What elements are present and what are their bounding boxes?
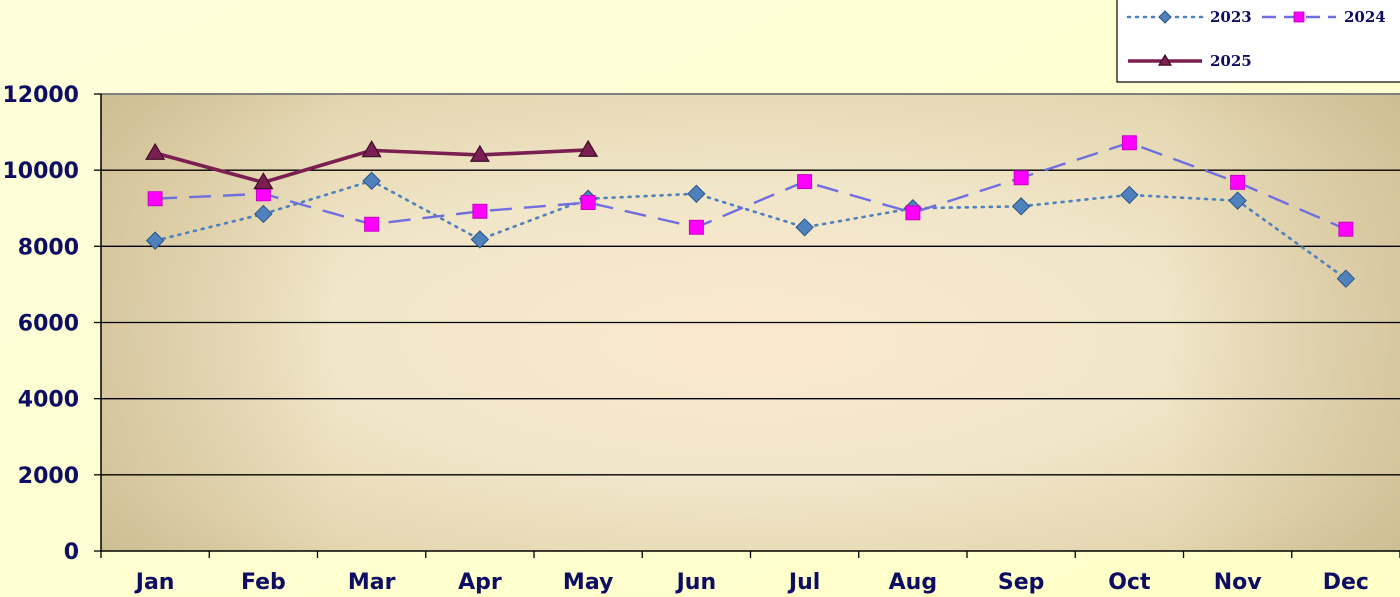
legend-item-2024: 2024 bbox=[1262, 8, 1386, 26]
x-tick-label: Nov bbox=[1214, 570, 1263, 595]
y-tick-label: 0 bbox=[64, 540, 79, 565]
x-tick-label: Jun bbox=[675, 570, 717, 595]
legend-label: 2025 bbox=[1210, 52, 1252, 70]
x-tick-label: Aug bbox=[889, 570, 937, 595]
data-point bbox=[253, 172, 274, 190]
y-tick-label: 2000 bbox=[18, 464, 79, 489]
series-line bbox=[155, 141, 1347, 231]
data-point bbox=[145, 142, 166, 160]
data-point bbox=[1120, 185, 1139, 205]
x-tick-label: Jul bbox=[787, 570, 820, 595]
data-point bbox=[145, 231, 165, 250]
y-tick-label: 6000 bbox=[18, 312, 79, 337]
data-point bbox=[797, 174, 813, 190]
data-point bbox=[472, 203, 488, 219]
legend-label: 2023 bbox=[1210, 8, 1252, 26]
x-tick-label: May bbox=[563, 570, 613, 595]
legend-swatch-marker bbox=[1157, 53, 1173, 66]
series-2024 bbox=[147, 135, 1354, 237]
y-tick-label: 10000 bbox=[2, 159, 79, 184]
data-point bbox=[364, 216, 380, 232]
series-2025 bbox=[145, 139, 599, 190]
x-tick-label: Feb bbox=[241, 570, 286, 595]
x-tick-label: Apr bbox=[458, 570, 502, 595]
data-point bbox=[1121, 135, 1137, 151]
legend-swatch-marker bbox=[1158, 10, 1172, 24]
x-tick-label: Jan bbox=[134, 570, 175, 595]
x-tick-label: Dec bbox=[1323, 570, 1369, 595]
legend-swatch-marker bbox=[1293, 11, 1305, 23]
data-point bbox=[470, 230, 490, 249]
data-point bbox=[1013, 170, 1029, 186]
data-point bbox=[1011, 197, 1031, 216]
legend-label: 2024 bbox=[1344, 8, 1386, 26]
legend-item-2025: 2025 bbox=[1128, 52, 1252, 70]
data-point bbox=[905, 205, 921, 221]
data-point bbox=[1230, 174, 1246, 190]
x-tick-label: Oct bbox=[1108, 570, 1151, 595]
data-point bbox=[687, 184, 706, 203]
data-point bbox=[362, 171, 381, 191]
y-tick-label: 4000 bbox=[18, 388, 79, 413]
data-point bbox=[147, 191, 163, 207]
x-tick-label: Sep bbox=[998, 570, 1045, 595]
data-point bbox=[1338, 221, 1354, 237]
data-point bbox=[578, 139, 599, 157]
data-point bbox=[361, 140, 382, 158]
data-point bbox=[1228, 191, 1247, 210]
x-tick-label: Mar bbox=[348, 570, 396, 595]
y-tick-label: 8000 bbox=[18, 235, 79, 260]
y-tick-label: 12000 bbox=[2, 83, 79, 108]
data-point bbox=[688, 219, 704, 235]
data-point bbox=[580, 195, 596, 211]
data-point bbox=[254, 204, 273, 224]
data-point bbox=[795, 218, 814, 237]
legend-item-2023: 2023 bbox=[1126, 8, 1252, 26]
data-point bbox=[469, 144, 490, 162]
data-point bbox=[1336, 269, 1356, 288]
